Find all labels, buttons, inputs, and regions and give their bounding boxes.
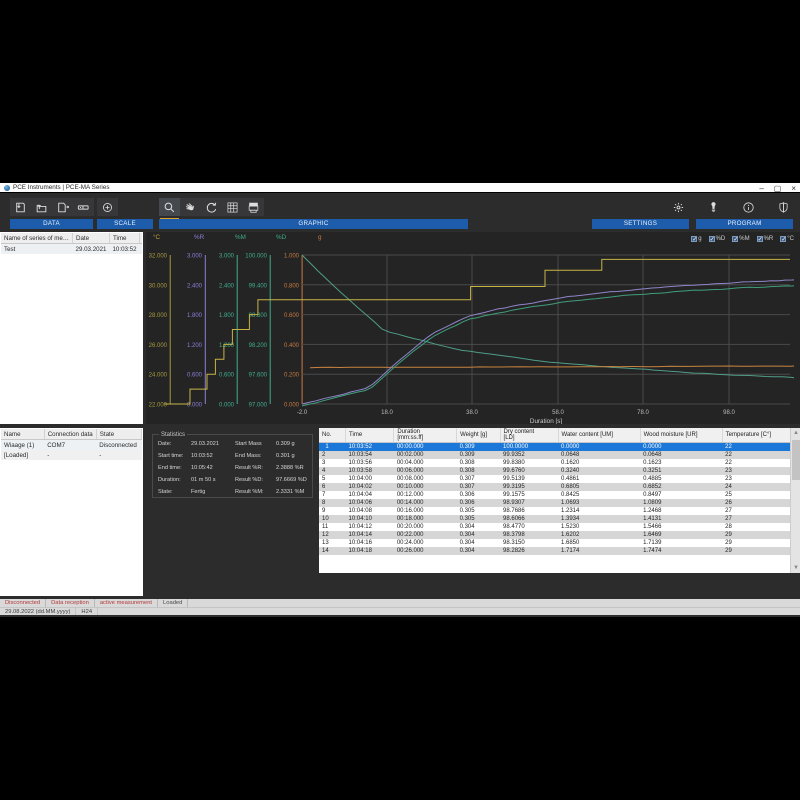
svg-text:18.0: 18.0: [381, 410, 393, 416]
svg-text:98.0: 98.0: [723, 410, 735, 416]
svg-text:97.600: 97.600: [249, 373, 268, 379]
svg-text:100.000: 100.000: [245, 254, 267, 260]
svg-text:98.200: 98.200: [249, 343, 268, 349]
svg-text:3.000: 3.000: [187, 254, 203, 260]
svg-text:2.400: 2.400: [187, 283, 203, 289]
svg-text:0.200: 0.200: [284, 373, 300, 379]
svg-text:Duration [s]: Duration [s]: [530, 418, 562, 424]
svg-text:78.0: 78.0: [637, 410, 649, 416]
svg-text:0.600: 0.600: [284, 313, 300, 319]
svg-text:0.600: 0.600: [187, 373, 203, 379]
svg-text:2.400: 2.400: [219, 283, 235, 289]
svg-text:0.400: 0.400: [284, 343, 300, 349]
svg-text:97.000: 97.000: [249, 403, 268, 409]
svg-text:0.000: 0.000: [219, 403, 235, 409]
svg-text:22.000: 22.000: [149, 403, 168, 409]
svg-text:32.000: 32.000: [149, 254, 168, 260]
svg-text:28.000: 28.000: [149, 313, 168, 319]
svg-text:58.0: 58.0: [552, 410, 564, 416]
svg-text:0.000: 0.000: [187, 403, 203, 409]
svg-text:0.000: 0.000: [284, 403, 300, 409]
svg-text:-2.0: -2.0: [297, 410, 308, 416]
svg-text:99.400: 99.400: [249, 283, 268, 289]
svg-text:0.800: 0.800: [284, 283, 300, 289]
svg-text:30.000: 30.000: [149, 283, 168, 289]
svg-text:1.200: 1.200: [187, 343, 203, 349]
svg-text:0.600: 0.600: [219, 373, 235, 379]
svg-text:1.000: 1.000: [284, 254, 300, 260]
svg-text:24.000: 24.000: [149, 373, 168, 379]
svg-text:3.000: 3.000: [219, 254, 235, 260]
svg-text:38.0: 38.0: [466, 410, 478, 416]
svg-text:26.000: 26.000: [149, 343, 168, 349]
svg-text:1.800: 1.800: [187, 313, 203, 319]
svg-text:1.800: 1.800: [219, 313, 235, 319]
